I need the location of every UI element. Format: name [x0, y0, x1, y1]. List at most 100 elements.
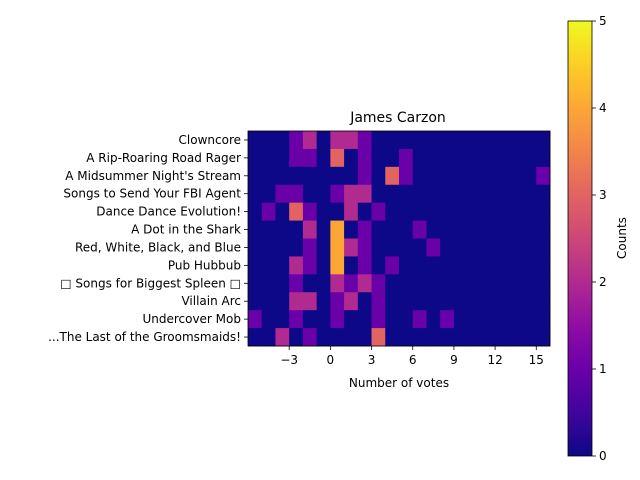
heatmap-cell: [357, 310, 372, 329]
heatmap-cell: [412, 184, 427, 204]
heatmap-cell: [467, 292, 482, 311]
heatmap-cell: [302, 220, 318, 239]
heatmap-cell: [536, 220, 551, 239]
heatmap-cell: [508, 184, 523, 204]
heatmap-cell: [261, 220, 276, 239]
heatmap-cell: [426, 131, 441, 150]
heatmap-cell: [261, 310, 276, 329]
heatmap-cell: [385, 131, 400, 150]
heatmap-cell: [399, 220, 414, 239]
heatmap-cell: [275, 274, 290, 293]
heatmap-cell: [357, 166, 372, 186]
heatmap-cell: [453, 148, 469, 168]
heatmap-cell: [399, 202, 414, 221]
heatmap-cell: [344, 238, 359, 257]
heatmap-cell: [508, 202, 523, 221]
y-tick-label: Undercover Mob: [142, 312, 241, 326]
heatmap-cell: [275, 310, 290, 329]
heatmap-cell: [248, 131, 263, 150]
heatmap-cell: [357, 328, 372, 347]
heatmap-cell: [426, 166, 441, 186]
heatmap-cell: [316, 310, 331, 329]
heatmap-cell: [508, 220, 523, 239]
heatmap-cell: [508, 328, 523, 347]
heatmap-cell: [522, 202, 537, 221]
heatmap-cell: [426, 220, 441, 239]
heatmap-cell: [440, 328, 455, 347]
heatmap-cell: [522, 292, 537, 311]
colorbar: [567, 20, 593, 457]
heatmap-cell: [481, 166, 496, 186]
heatmap-cell: [289, 328, 304, 347]
heatmap-cell: [302, 292, 318, 311]
heatmap-cell: [371, 310, 386, 329]
heatmap-cell: [385, 166, 400, 186]
heatmap-cell: [508, 166, 523, 186]
heatmap-cell: [289, 238, 304, 257]
heatmap-cell: [495, 310, 510, 329]
heatmap-cell: [371, 184, 386, 204]
heatmap-cell: [453, 274, 469, 293]
heatmap-cell: [522, 166, 537, 186]
heatmap-cell: [357, 274, 372, 293]
heatmap-cell: [467, 238, 482, 257]
heatmap-cell: [467, 166, 482, 186]
heatmap-cell: [385, 238, 400, 257]
heatmap-cell: [426, 184, 441, 204]
heatmap-cell: [316, 184, 331, 204]
colorbar-tick-label: 0: [599, 449, 607, 463]
x-tick-label: 12: [487, 353, 502, 367]
heatmap-cell: [495, 238, 510, 257]
heatmap-cell: [371, 328, 386, 347]
heatmap-cell: [316, 256, 331, 275]
heatmap-cell: [275, 292, 290, 311]
heatmap-cell: [426, 202, 441, 221]
heatmap-cell: [316, 274, 331, 293]
heatmap-cell: [357, 148, 372, 168]
heatmap-cell: [399, 238, 414, 257]
heatmap-cell: [316, 220, 331, 239]
y-tick-label: A Midsummer Night's Stream: [65, 169, 241, 183]
heatmap-cell: [289, 274, 304, 293]
heatmap-cell: [330, 310, 345, 329]
heatmap-cell: [399, 166, 414, 186]
y-tick-label: □ Songs for Biggest Spleen □: [60, 276, 241, 290]
heatmap-cell: [426, 256, 441, 275]
heatmap-cell: [289, 220, 304, 239]
heatmap-cell: [248, 274, 263, 293]
heatmap-cell: [275, 220, 290, 239]
heatmap-cell: [275, 202, 290, 221]
heatmap-cell: [371, 238, 386, 257]
heatmap-cell: [248, 328, 263, 347]
heatmap-cell: [481, 202, 496, 221]
heatmap-cell: [330, 256, 345, 275]
heatmap-cell: [440, 220, 455, 239]
heatmap-cell: [399, 292, 414, 311]
heatmap-cell: [371, 131, 386, 150]
heatmap-cell: [302, 310, 318, 329]
heatmap-cell: [495, 184, 510, 204]
y-tick-label: ...The Last of the Groomsmaids!: [48, 330, 241, 344]
heatmap-cell: [508, 256, 523, 275]
heatmap-cell: [453, 292, 469, 311]
heatmap-cell: [495, 256, 510, 275]
heatmap-cell: [371, 220, 386, 239]
heatmap-cell: [275, 238, 290, 257]
heatmap-cell: [399, 184, 414, 204]
y-tick-label: Red, White, Black, and Blue: [75, 240, 241, 254]
heatmap-cell: [508, 148, 523, 168]
heatmap-cell: [344, 220, 359, 239]
heatmap-cell: [289, 166, 304, 186]
heatmap-cell: [357, 184, 372, 204]
heatmap-cell: [440, 166, 455, 186]
heatmap-cell: [302, 148, 318, 168]
x-tick-label: 3: [368, 353, 376, 367]
heatmap-cell: [467, 328, 482, 347]
heatmap-cell: [316, 238, 331, 257]
heatmap-cell: [522, 328, 537, 347]
heatmap-cell: [261, 166, 276, 186]
heatmap-cell: [481, 292, 496, 311]
x-tick-label: 9: [450, 353, 458, 367]
heatmap-cell: [357, 202, 372, 221]
heatmap-cell: [385, 220, 400, 239]
